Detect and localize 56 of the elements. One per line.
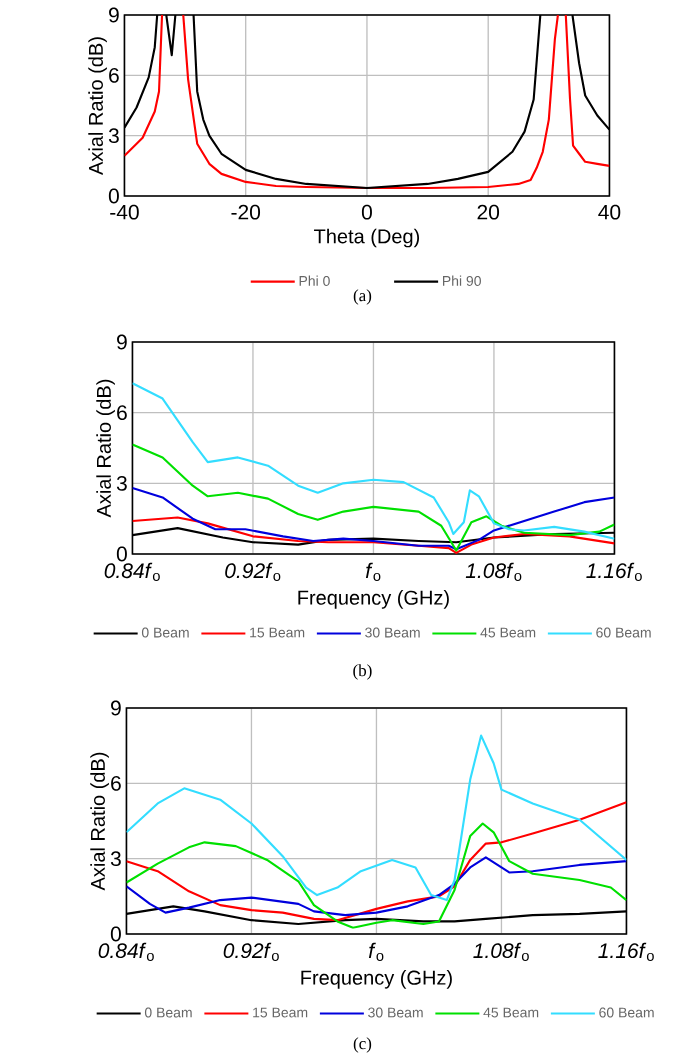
legend-label: 30 Beam xyxy=(364,627,420,638)
legend-label: 60 Beam xyxy=(596,627,651,638)
legend-label: 45 Beam xyxy=(480,627,535,638)
x-tick-label: 0.84f$_{o}$ xyxy=(98,942,154,961)
y-axis-title: Axial Ratio (dB) xyxy=(88,37,107,175)
y-tick-label: 9 xyxy=(110,700,121,716)
line-series xyxy=(132,443,615,552)
legend-label: Phi 90 xyxy=(442,275,481,286)
y-tick-label: 0 xyxy=(110,926,121,942)
legend-label: 0 Beam xyxy=(144,1007,192,1018)
y-tick-label: 3 xyxy=(110,851,121,867)
legend-label: 45 Beam xyxy=(483,1007,538,1018)
x-axis-title: Frequency (GHz) xyxy=(301,970,452,989)
x-tick-label: f$_{o}$ xyxy=(365,562,381,581)
line-series xyxy=(132,486,615,551)
x-tick-label: -20 xyxy=(231,204,260,220)
text: (c) xyxy=(353,1037,371,1053)
x-tick-label: 20 xyxy=(477,204,499,220)
legend-label: 30 Beam xyxy=(367,1007,423,1018)
line-series xyxy=(126,734,627,902)
legend-label: 15 Beam xyxy=(252,1007,307,1018)
x-tick-label: 0 xyxy=(361,204,372,220)
y-tick-label: 3 xyxy=(116,475,127,491)
x-tick-label: 1.08f$_{o}$ xyxy=(465,562,522,581)
legend-label: 0 Beam xyxy=(141,627,189,638)
line-series xyxy=(126,822,627,929)
legend-label: 60 Beam xyxy=(599,1007,654,1018)
x-tick-label: 0.92f$_{o}$ xyxy=(224,562,281,581)
x-tick-label: f$_{o}$ xyxy=(368,942,384,961)
text: (b) xyxy=(353,664,372,680)
x-axis-title: Frequency (GHz) xyxy=(298,590,449,609)
x-tick-label: 0.92f$_{o}$ xyxy=(223,942,279,961)
line-series xyxy=(126,801,627,922)
x-tick-label: 0.84f$_{o}$ xyxy=(104,562,160,581)
y-tick-label: 6 xyxy=(110,775,121,791)
x-tick-label: 1.08f$_{o}$ xyxy=(473,942,529,961)
y-tick-label: 0 xyxy=(108,188,119,204)
y-axis-title: Axial Ratio (dB) xyxy=(90,752,109,891)
y-tick-label: 6 xyxy=(108,67,119,83)
line-series xyxy=(126,856,627,917)
line-series xyxy=(132,516,615,554)
x-tick-label: 1.16f$_{o}$ xyxy=(598,942,654,961)
x-tick-label: 1.16f$_{o}$ xyxy=(586,562,642,581)
y-tick-label: 9 xyxy=(108,7,119,23)
y-tick-label: 0 xyxy=(116,546,127,562)
legend-label: 15 Beam xyxy=(249,627,304,638)
x-axis-title: Theta (Deg) xyxy=(313,228,419,248)
y-tick-label: 3 xyxy=(108,128,119,144)
line-series xyxy=(132,382,615,540)
y-tick-label: 9 xyxy=(116,334,127,350)
y-tick-label: 6 xyxy=(116,405,127,421)
x-tick-label: -40 xyxy=(110,204,139,220)
y-axis-title: Axial Ratio (dB) xyxy=(96,379,115,518)
x-tick-label: 40 xyxy=(598,204,621,220)
text: (a) xyxy=(353,289,371,305)
legend-label: Phi 0 xyxy=(299,275,330,286)
